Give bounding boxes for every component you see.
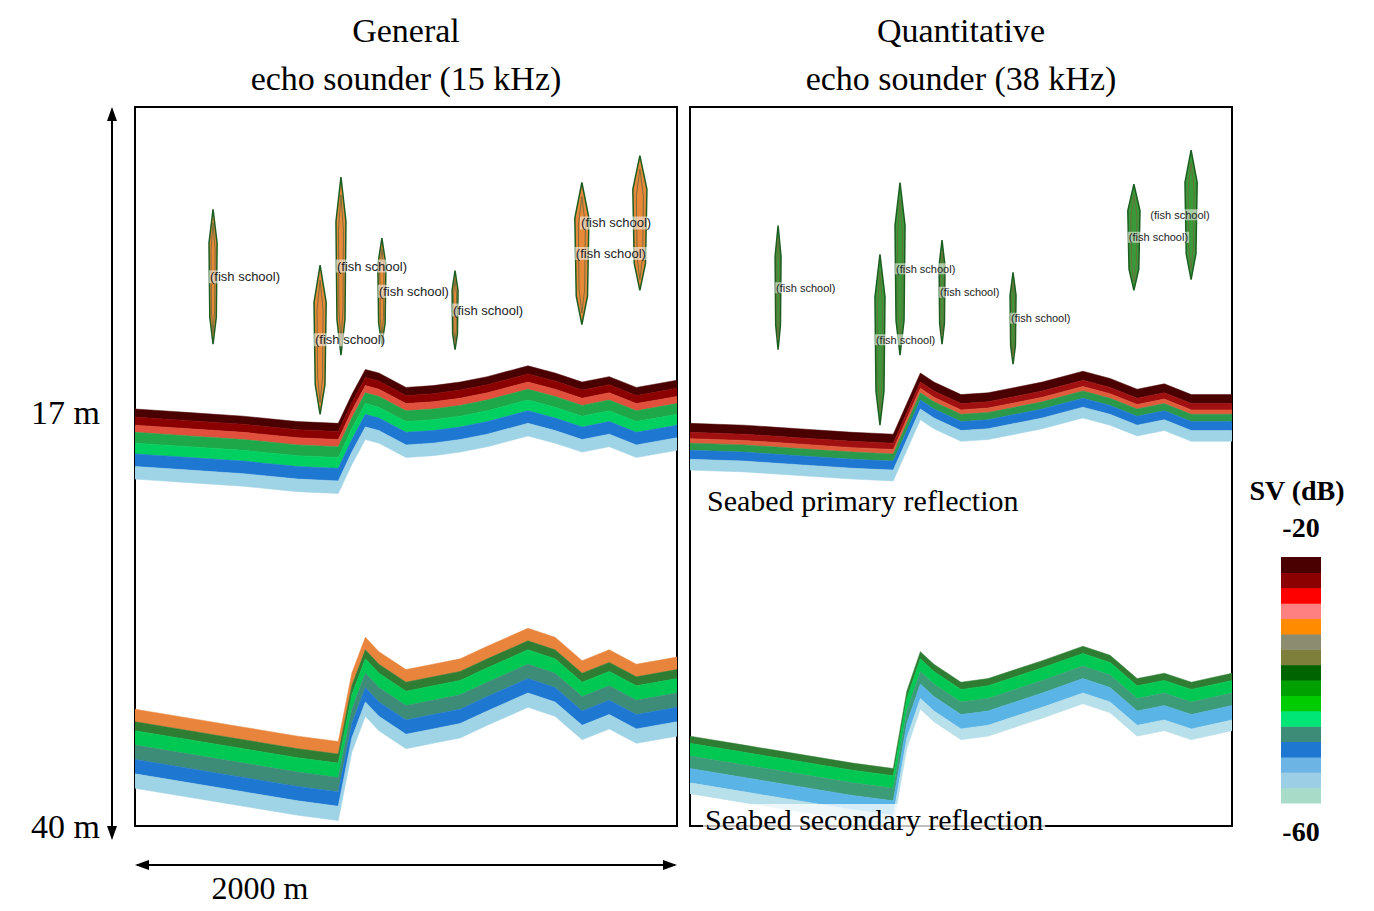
svg-text:17 m: 17 m [31, 394, 100, 431]
svg-text:(fish school): (fish school) [453, 303, 523, 318]
svg-text:-20: -20 [1282, 512, 1319, 543]
svg-text:(fish school): (fish school) [1011, 312, 1070, 324]
svg-text:(fish school): (fish school) [581, 215, 651, 230]
svg-text:(fish school): (fish school) [776, 282, 835, 294]
svg-text:Seabed primary reflection: Seabed primary reflection [707, 484, 1019, 517]
svg-text:(fish school): (fish school) [1129, 231, 1188, 243]
svg-text:(fish school): (fish school) [576, 246, 646, 261]
svg-text:(fish school): (fish school) [210, 269, 280, 284]
svg-text:(fish school): (fish school) [1150, 209, 1209, 221]
svg-text:(fish school): (fish school) [896, 263, 955, 275]
svg-text:(fish school): (fish school) [379, 284, 449, 299]
svg-text:echo sounder (38 kHz): echo sounder (38 kHz) [806, 60, 1117, 98]
svg-text:(fish school): (fish school) [876, 334, 935, 346]
svg-text:(fish school): (fish school) [315, 332, 385, 347]
svg-text:Seabed secondary reflection: Seabed secondary reflection [705, 803, 1043, 836]
svg-text:40 m: 40 m [31, 808, 100, 845]
svg-text:Quantitative: Quantitative [877, 12, 1045, 49]
svg-text:(fish school): (fish school) [337, 259, 407, 274]
svg-text:echo sounder (15 kHz): echo sounder (15 kHz) [251, 60, 562, 98]
svg-text:SV (dB): SV (dB) [1249, 475, 1344, 506]
svg-text:-60: -60 [1282, 816, 1319, 847]
svg-text:(fish school): (fish school) [940, 286, 999, 298]
svg-text:2000 m: 2000 m [212, 870, 309, 906]
svg-text:General: General [352, 12, 460, 49]
